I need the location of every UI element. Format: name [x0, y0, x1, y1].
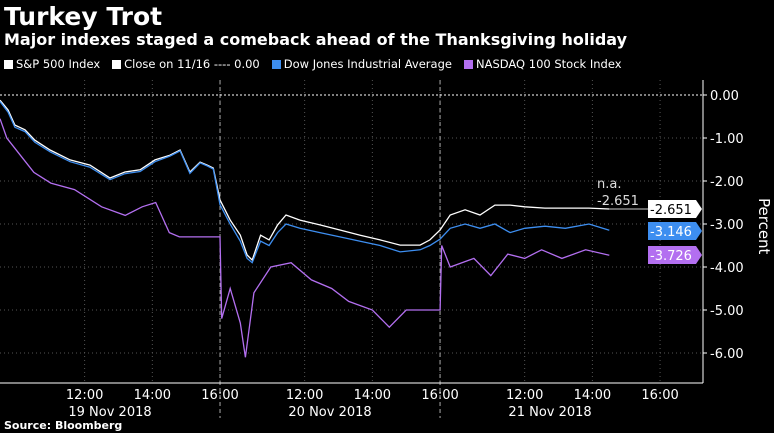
- y-tick-label: -4.00: [710, 261, 744, 276]
- value-tag-label: -2.651: [650, 203, 692, 218]
- value-tag-2: [648, 246, 702, 264]
- x-tick-label: 12:00: [66, 388, 103, 403]
- chart-title: Turkey Trot: [4, 2, 163, 31]
- x-tick-label: 12:00: [286, 388, 323, 403]
- x-tick-label: 12:00: [506, 388, 543, 403]
- source-note: Source: Bloomberg: [4, 419, 123, 432]
- legend-sp500[interactable]: S&P 500 Index: [4, 57, 100, 71]
- dow-swatch: [271, 59, 281, 69]
- x-tick-label: 14:00: [134, 388, 171, 403]
- nasdaq-swatch: [463, 59, 473, 69]
- annotation-na: n.a.: [597, 177, 621, 192]
- close-swatch: [112, 59, 122, 69]
- legend: S&P 500 Index Close on 11/16 ---- 0.00 D…: [4, 57, 622, 71]
- value-tag-1: [648, 222, 702, 240]
- x-tick-label: 14:00: [574, 388, 611, 403]
- legend-label: Close on 11/16 ---- 0.00: [124, 57, 260, 71]
- series-line-2: [0, 118, 610, 358]
- y-tick-label: -5.00: [710, 304, 744, 319]
- y-tick-label: -2.00: [710, 175, 744, 190]
- y-tick-label: -6.00: [710, 347, 744, 362]
- chart-subtitle: Major indexes staged a comeback ahead of…: [4, 30, 628, 49]
- legend-nasdaq[interactable]: NASDAQ 100 Stock Index: [463, 57, 622, 71]
- legend-close[interactable]: Close on 11/16 ---- 0.00: [112, 57, 260, 71]
- legend-dow[interactable]: Dow Jones Industrial Average: [271, 57, 452, 71]
- sp500-swatch: [4, 59, 13, 69]
- x-day-label: 21 Nov 2018: [508, 405, 591, 420]
- value-tag-label: -3.146: [650, 225, 692, 240]
- x-tick-label: 14:00: [354, 388, 391, 403]
- x-day-label: 19 Nov 2018: [68, 405, 151, 420]
- y-tick-label: -1.00: [710, 132, 744, 147]
- annotation-value: -2.651: [597, 194, 639, 209]
- legend-label: NASDAQ 100 Stock Index: [475, 57, 622, 71]
- legend-label: S&P 500 Index: [16, 57, 101, 71]
- y-tick-label: 0.00: [710, 89, 739, 104]
- y-tick-label: -3.00: [710, 218, 744, 233]
- x-tick-label: 16:00: [641, 388, 678, 403]
- y-axis-label: Percent: [755, 198, 773, 255]
- series-line-0: [0, 99, 610, 262]
- legend-label: Dow Jones Industrial Average: [283, 57, 452, 71]
- value-tag-0: [648, 199, 702, 218]
- series-line-1: [0, 101, 610, 264]
- x-day-label: 20 Nov 2018: [288, 405, 371, 420]
- value-tag-label: -3.726: [650, 249, 692, 264]
